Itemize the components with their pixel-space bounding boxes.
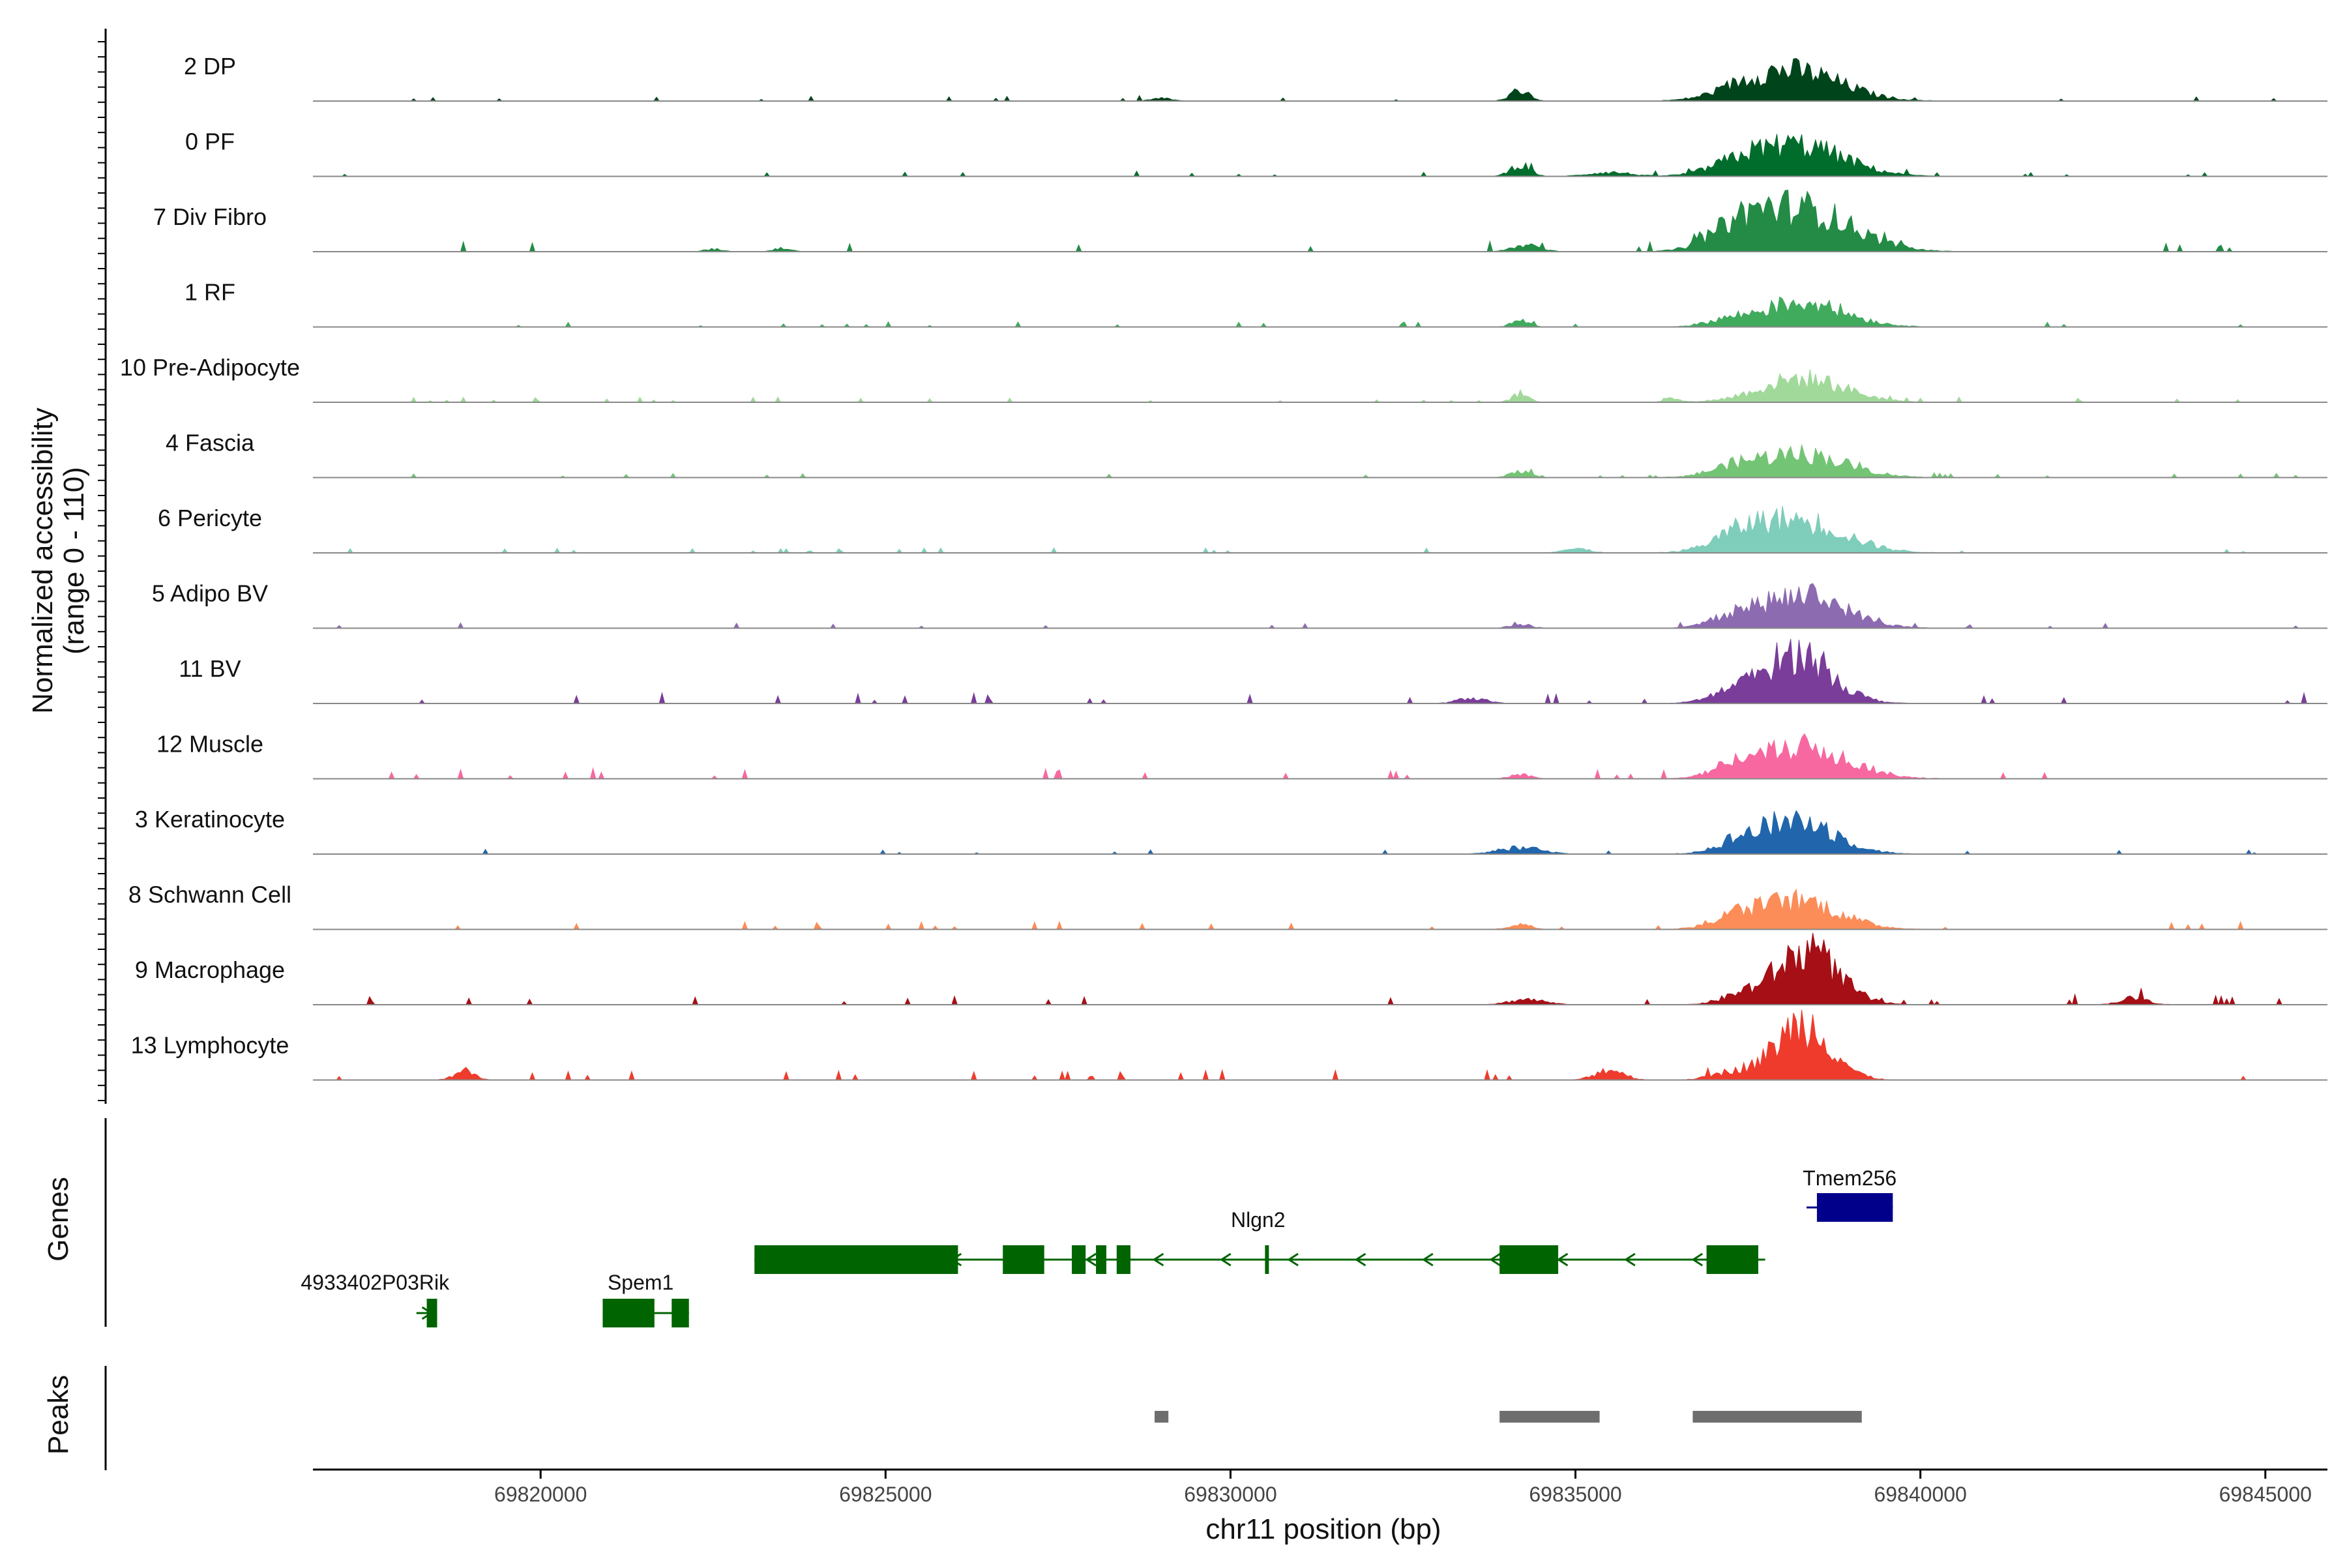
track-label-7: 5 Adipo BV [152, 580, 268, 607]
track-label-1: 0 PF [185, 128, 235, 155]
track-11: 8 Schwann Cell [128, 881, 2327, 930]
y-axis-title-line1: Normalized accessibility [27, 407, 59, 713]
peak-region-0 [1155, 1411, 1169, 1423]
strand-chevron [1422, 1252, 1434, 1267]
track-7: 5 Adipo BV [152, 580, 2327, 629]
genes-axis-title: Genes [42, 1177, 74, 1262]
track-label-6: 6 Pericyte [158, 505, 262, 531]
x-tick-label: 69840000 [1874, 1483, 1966, 1506]
track-5: 4 Fascia [166, 430, 2327, 479]
track-9: 12 Muscle [156, 731, 2327, 780]
gene-Nlgn2: Nlgn2 [754, 1208, 1765, 1274]
gene-label: 4933402P03Rik [301, 1271, 450, 1294]
peak-annotation-panel [104, 1366, 1862, 1470]
strand-chevron [1152, 1252, 1164, 1267]
gene-exon [602, 1299, 655, 1327]
gene-exon [672, 1299, 689, 1327]
coverage-area-10 [333, 810, 2321, 855]
track-6: 6 Pericyte [158, 505, 2327, 554]
gene-exon [1072, 1245, 1086, 1274]
x-tick-label: 69830000 [1184, 1483, 1277, 1506]
gene-exon [754, 1245, 958, 1274]
x-axis-title: chr11 position (bp) [1205, 1513, 1441, 1545]
coverage-area-13 [333, 1009, 2321, 1082]
track-label-0: 2 DP [184, 53, 236, 80]
y-axis-title-line2: (range 0 - 110) [58, 467, 90, 655]
track-0: 2 DP [184, 53, 2327, 102]
x-tick-label: 69820000 [494, 1483, 587, 1506]
gene-exon [1816, 1193, 1893, 1222]
track-label-5: 4 Fascia [166, 430, 255, 456]
track-label-3: 1 RF [185, 279, 235, 306]
x-tick-label: 69835000 [1529, 1483, 1621, 1506]
coverage-area-11 [333, 888, 2321, 930]
coverage-area-5 [333, 444, 2321, 479]
gene-label: Nlgn2 [1231, 1208, 1286, 1232]
gene-label: Tmem256 [1803, 1166, 1897, 1190]
gene-exon [1116, 1245, 1130, 1274]
strand-chevron [1354, 1252, 1366, 1267]
coverage-area-8 [333, 638, 2321, 704]
coverage-area-3 [333, 296, 2321, 328]
gene-exon [1706, 1245, 1758, 1274]
coverage-area-0 [333, 57, 2321, 102]
gene-Spem1: Spem1 [602, 1271, 689, 1327]
strand-chevron [1219, 1252, 1232, 1267]
x-tick-label: 69845000 [2219, 1483, 2312, 1506]
coverage-area-1 [333, 134, 2321, 177]
gene-exon [1499, 1245, 1559, 1274]
track-2: 7 Div Fibro [153, 190, 2327, 252]
track-13: 13 Lymphocyte [131, 1009, 2327, 1082]
coverage-area-6 [333, 505, 2321, 554]
coverage-area-2 [333, 190, 2321, 252]
coverage-area-9 [333, 733, 2321, 780]
peaks-axis-title: Peaks [42, 1375, 74, 1455]
track-label-12: 9 Macrophage [135, 956, 285, 983]
coverage-area-7 [333, 583, 2321, 629]
track-label-11: 8 Schwann Cell [128, 881, 291, 908]
strand-chevron [1287, 1252, 1299, 1267]
strand-chevron [1085, 1252, 1097, 1267]
track-label-9: 12 Muscle [156, 731, 263, 758]
track-label-10: 3 Keratinocyte [135, 806, 285, 833]
gene-Tmem256: Tmem256 [1803, 1166, 1897, 1222]
gene-exon [1265, 1245, 1269, 1274]
strand-chevron [1556, 1252, 1569, 1267]
strand-chevron [1691, 1252, 1704, 1267]
track-3: 1 RF [185, 279, 2327, 328]
x-axis: 69820000 69825000 69830000 69835000 69840000… [313, 1468, 2327, 1506]
track-12: 9 Macrophage [135, 932, 2327, 1006]
track-1: 0 PF [185, 128, 2327, 177]
coverage-tracks: 2 DP 0 PF 7 Div Fibro 1 RF 10 Pre-Adipocyte 4… [120, 53, 2327, 1082]
gene-exon [1003, 1245, 1044, 1274]
track-4: 10 Pre-Adipocyte [120, 354, 2327, 403]
track-label-4: 10 Pre-Adipocyte [120, 354, 300, 381]
track-8: 11 BV [179, 638, 2327, 704]
track-label-13: 13 Lymphocyte [131, 1032, 289, 1059]
track-label-2: 7 Div Fibro [153, 203, 267, 230]
track-10: 3 Keratinocyte [135, 806, 2327, 855]
coverage-area-4 [333, 369, 2321, 403]
gene-exon [426, 1299, 437, 1327]
gene-exon [1096, 1245, 1106, 1274]
gene-annotation-panel: 4933402P03Rik Spem1 Nlgn2 Tmem256 [104, 1118, 1897, 1327]
peak-region-2 [1692, 1411, 1862, 1423]
coverage-area-12 [333, 932, 2321, 1006]
track-label-8: 11 BV [179, 655, 241, 682]
x-tick-label: 69825000 [839, 1483, 932, 1506]
gene-label: Spem1 [608, 1271, 673, 1294]
gene-4933402P03Rik: 4933402P03Rik [301, 1271, 450, 1327]
strand-chevron [1489, 1252, 1501, 1267]
peak-region-1 [1499, 1411, 1600, 1423]
strand-chevron [1624, 1252, 1636, 1267]
y-axis [98, 29, 107, 1104]
